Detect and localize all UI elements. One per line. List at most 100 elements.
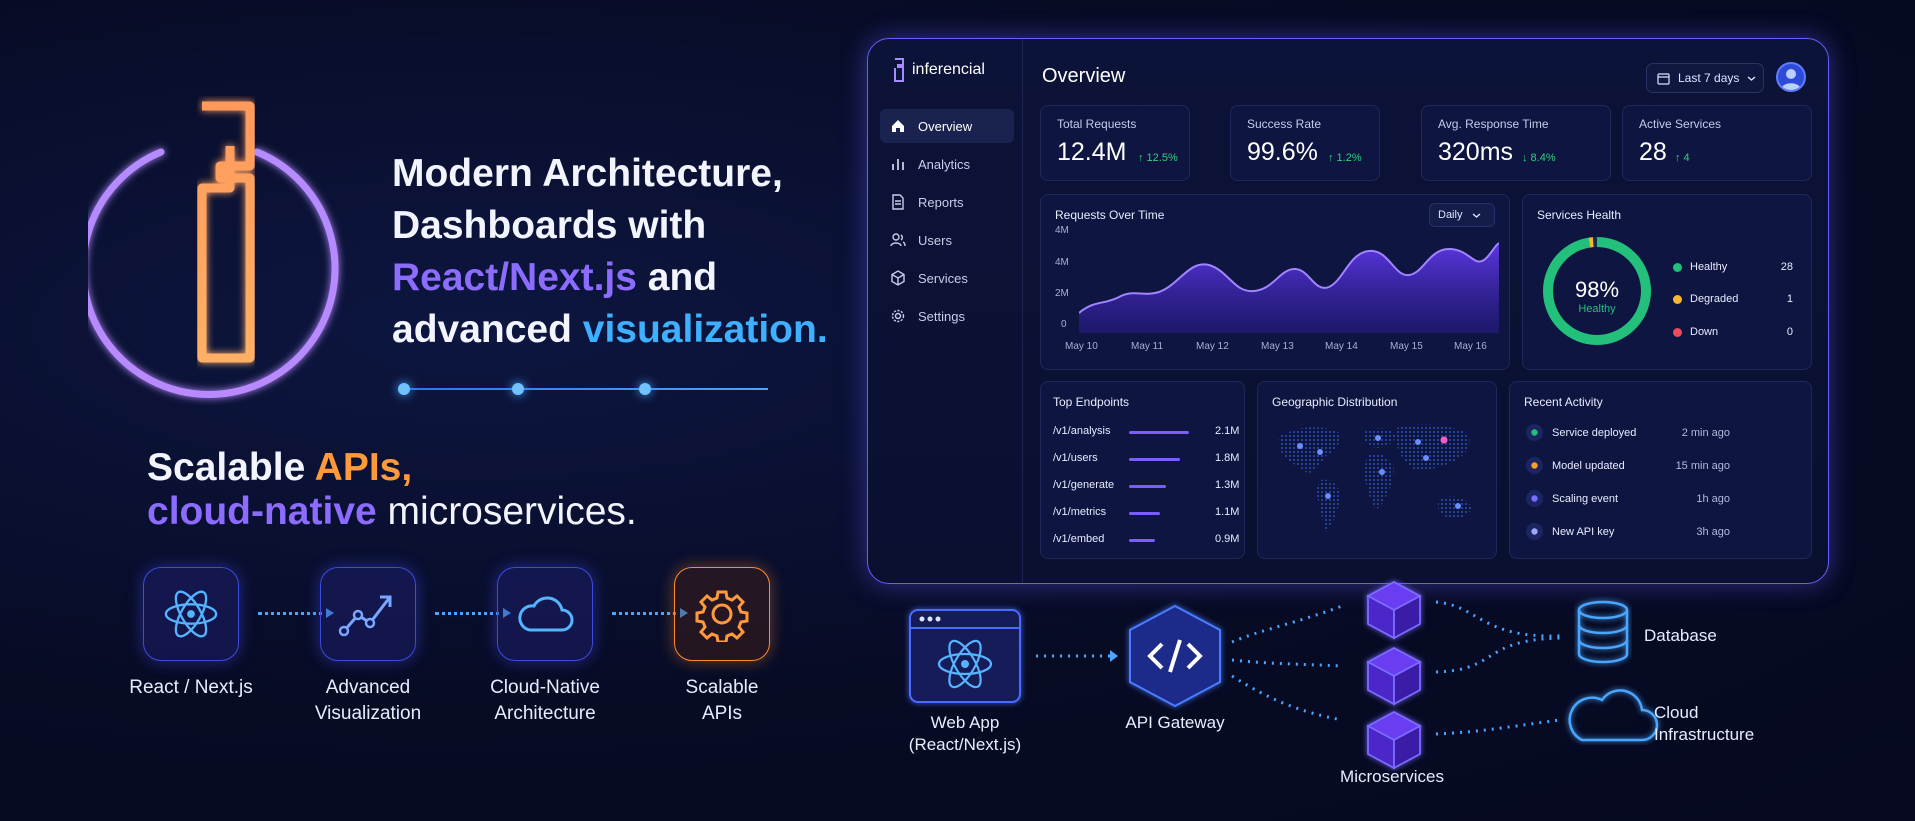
sidebar-item-analytics[interactable]: Analytics (880, 147, 1014, 181)
activity-time: 1h ago (1696, 493, 1730, 505)
health-percent: 98% (1574, 277, 1620, 302)
endpoint-bar (1129, 458, 1181, 461)
y-tick-label: 0 (1061, 319, 1067, 330)
health-row-degraded: Degraded 1 (1673, 293, 1793, 305)
hero-line-3: React/Next.js and (392, 252, 828, 304)
chevron-down-icon (1747, 75, 1756, 81)
arrow-up-icon (1526, 424, 1543, 441)
health-donut (1543, 237, 1651, 345)
sidebar-item-reports[interactable]: Reports (880, 185, 1014, 219)
endpoint-value: 2.1M (1215, 425, 1240, 437)
endpoint-row: /v1/analysis 2.1M (1053, 422, 1239, 442)
sidebar-item-label: Analytics (918, 156, 971, 172)
sidebar-item-label: Services (918, 270, 968, 286)
timeline-dot (639, 383, 651, 395)
x-tick-label: May 13 (1261, 341, 1294, 352)
webapp-label-line: Web App (930, 713, 1000, 732)
requests-line (1079, 242, 1499, 314)
key-icon (1526, 523, 1543, 540)
status-dot (1673, 294, 1682, 304)
chevron-down-icon (1472, 212, 1481, 218)
top-endpoints-card: Top Endpoints /v1/analysis 2.1M/v1/users 1… (1040, 381, 1245, 559)
sidebar-item-overview[interactable]: Overview (880, 109, 1014, 143)
sidebar-item-users[interactable]: Users (880, 223, 1014, 257)
page-title: Overview (1042, 65, 1126, 87)
sub-title-highlight-apis: APIs, (314, 446, 413, 489)
health-row-count: 0 (1786, 326, 1793, 338)
decorative-timeline (398, 383, 768, 395)
status-dot (1673, 262, 1682, 272)
feature-label-line: APIs (701, 703, 743, 724)
kpi-value: 320ms (1438, 138, 1514, 166)
feature-cloud-tile (497, 567, 593, 661)
microservices-label: Microservices (1340, 767, 1444, 786)
geo-title: Geographic Distribution (1272, 395, 1398, 409)
requests-area-chart (1079, 242, 1499, 333)
kpi-card-active-services: Active Services 28 ↑ 4 (1622, 105, 1812, 181)
endpoint-path: /v1/embed (1053, 533, 1105, 545)
feature-label-cloud: Cloud-Native Architecture (450, 675, 640, 727)
activity-time: 3h ago (1696, 526, 1730, 538)
activity-text: New API key (1552, 526, 1615, 538)
hero-line-4-rest: advanced (392, 308, 583, 351)
world-map (1278, 424, 1472, 532)
endpoint-bar (1129, 512, 1161, 515)
kpi-value: 12.4M (1057, 138, 1127, 166)
endpoints-title: Top Endpoints (1053, 395, 1130, 409)
webapp-label: Web App (React/Next.js) (892, 712, 1038, 756)
sidebar-item-services[interactable]: Services (880, 261, 1014, 295)
sidebar-item-settings[interactable]: Settings (880, 299, 1014, 333)
endpoint-value: 1.8M (1215, 452, 1240, 464)
sidebar-brand: inferencial (892, 57, 985, 83)
kpi-card-success-rate: Success Rate 99.6% ↑ 1.2% (1230, 105, 1380, 181)
feature-label-line: Advanced (325, 677, 411, 698)
sub-title-highlight-cloud: cloud-native (147, 490, 377, 533)
scale-icon (1526, 490, 1543, 507)
x-tick-label: May 15 (1390, 341, 1423, 352)
health-row-label: Down (1690, 326, 1719, 338)
hero-highlight-visualization: visualization. (582, 308, 828, 351)
feature-apis-tile (674, 567, 770, 661)
date-range-select[interactable]: Last 7 days (1646, 63, 1764, 93)
feature-label-visualization: Advanced Visualization (273, 675, 463, 727)
hero-title: Modern Architecture, Dashboards with Rea… (392, 148, 828, 356)
calendar-icon (1657, 72, 1670, 85)
activity-text: Service deployed (1552, 427, 1637, 439)
gear-icon (695, 590, 749, 642)
endpoint-row: /v1/metrics 1.1M (1053, 503, 1239, 523)
cloud-icon (518, 596, 574, 632)
requests-chart-card: Requests Over Time Daily 4M 4M 2M 0 May … (1040, 194, 1510, 370)
endpoint-value: 0.9M (1215, 533, 1240, 545)
react-icon (164, 590, 218, 638)
y-tick-label: 4M (1055, 225, 1069, 236)
kpi-value: 28 (1639, 138, 1667, 166)
health-donut-healthy (1543, 237, 1651, 345)
sub-title: Scalable APIs, cloud-native microservice… (147, 446, 637, 534)
requests-area (1079, 243, 1499, 333)
cloud-icon (1568, 689, 1659, 742)
dashboard-window: inferencial Overview Analytics Reports U… (867, 38, 1829, 584)
activity-row: New API key 3h ago (1526, 523, 1730, 543)
health-row-healthy: Healthy 28 (1673, 261, 1793, 273)
kpi-delta: ↓ 8.4% (1522, 152, 1556, 164)
gateway-label: API Gateway (1125, 713, 1225, 732)
health-row-count: 28 (1780, 261, 1793, 273)
endpoint-path: /v1/generate (1053, 479, 1115, 491)
sub-title-rest: microservices. (376, 490, 637, 533)
activity-title: Recent Activity (1524, 395, 1603, 409)
interval-select[interactable]: Daily (1429, 203, 1495, 227)
x-tick-label: May 11 (1131, 341, 1164, 352)
kpi-delta: ↑ 4 (1675, 152, 1690, 164)
feature-visualization-tile (320, 567, 416, 661)
endpoint-bar (1129, 485, 1167, 488)
flow-arrow (258, 608, 334, 618)
microservice-cubes (1366, 580, 1422, 770)
health-row-count: 1 (1786, 293, 1793, 305)
brand-mark-icon (894, 58, 904, 82)
sub-title-line-2: cloud-native microservices. (147, 490, 637, 534)
gateway-connectors (1231, 600, 1561, 736)
date-range-label: Last 7 days (1678, 71, 1740, 85)
user-avatar[interactable] (1776, 62, 1806, 92)
status-dot (1673, 327, 1682, 337)
gear-icon (891, 309, 905, 323)
